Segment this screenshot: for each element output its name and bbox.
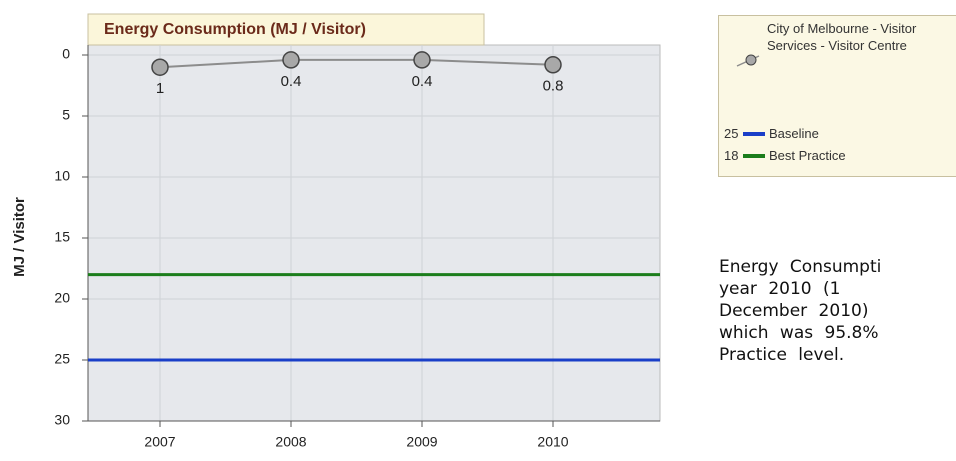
y-tick-label: 30 bbox=[54, 412, 70, 428]
text-line: Energy Consumpti bbox=[719, 257, 882, 277]
legend-entry: City of Melbourne - Visitor Services - V… bbox=[767, 21, 917, 53]
data-point bbox=[413, 51, 431, 69]
plot-area bbox=[87, 44, 661, 422]
x-tick-label: 2009 bbox=[406, 434, 437, 450]
legend-entry: Best Practice bbox=[769, 148, 846, 163]
data-label: 0.4 bbox=[412, 73, 433, 90]
legend-symbols bbox=[736, 54, 765, 158]
y-axis-label: MJ / Visitor bbox=[11, 197, 28, 277]
y-tick-label: 5 bbox=[62, 107, 70, 123]
y-tick-label: 25 bbox=[54, 351, 70, 367]
y-tick-label: 15 bbox=[54, 229, 70, 245]
data-point bbox=[151, 58, 169, 76]
x-tick-label: 2010 bbox=[537, 434, 568, 450]
series-line bbox=[159, 58, 554, 69]
chart-title: Energy Consumption (MJ / Visitor) bbox=[104, 21, 366, 38]
y-tick-label: 20 bbox=[54, 290, 70, 306]
text-line: year 2010 (1 bbox=[719, 279, 841, 299]
legend-value: 18 bbox=[724, 148, 739, 163]
text-line: December 2010) bbox=[719, 301, 869, 321]
data-label: 0.4 bbox=[281, 73, 302, 90]
data-point bbox=[282, 51, 300, 69]
chart: Energy Consumption (MJ / Visitor) MJ / V… bbox=[11, 13, 661, 450]
y-tick-label: 0 bbox=[62, 46, 70, 62]
title-tab bbox=[87, 13, 485, 46]
data-label: 1 bbox=[156, 80, 164, 97]
text-line: Practice level. bbox=[719, 345, 845, 365]
legend-entry: Baseline bbox=[769, 126, 819, 141]
x-tick-label: 2008 bbox=[275, 434, 306, 450]
side-text: Energy Consumpti year 2010 (1 December 201… bbox=[719, 256, 956, 366]
text-line: which was 95.8% bbox=[719, 323, 879, 343]
x-tick-label: 2007 bbox=[144, 434, 175, 450]
legend-marker bbox=[745, 54, 757, 66]
legend: City of Melbourne - Visitor Services - V… bbox=[718, 15, 956, 177]
legend-value: 25 bbox=[724, 126, 739, 141]
data-label: 0.8 bbox=[543, 78, 564, 95]
y-tick-label: 10 bbox=[54, 168, 70, 184]
data-point bbox=[544, 56, 562, 74]
